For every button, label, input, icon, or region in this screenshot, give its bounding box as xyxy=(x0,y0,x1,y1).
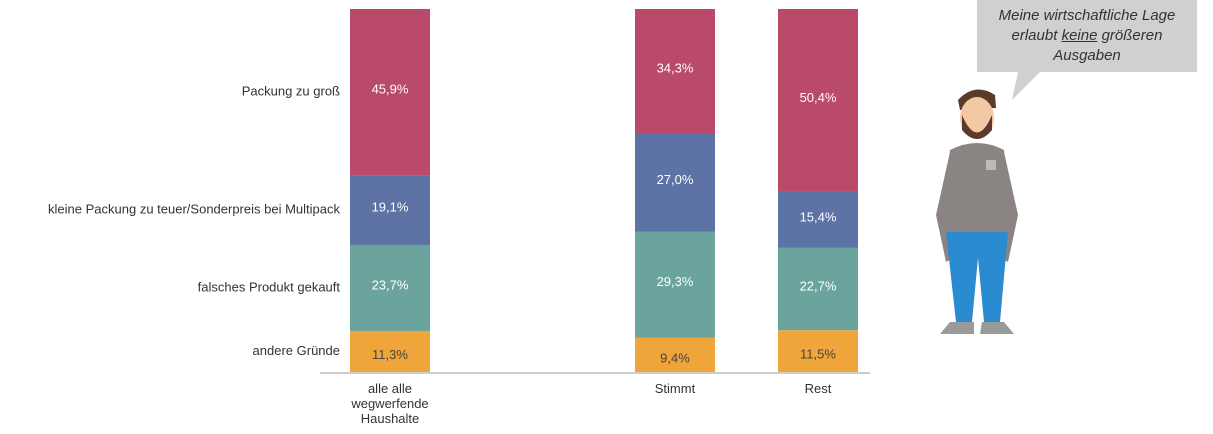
legend-label: falsches Produkt gekauft xyxy=(198,279,341,294)
value-label: 11,3% xyxy=(372,347,408,362)
value-label: 45,9% xyxy=(372,82,409,97)
x-tick-label: Stimmt xyxy=(654,381,696,396)
value-label: 9,4% xyxy=(660,350,690,365)
bar-segment xyxy=(350,9,430,176)
x-tick-label: alle alle wegwerfende Haushalte xyxy=(351,381,429,426)
value-label: 22,7% xyxy=(800,278,837,293)
bar-segment xyxy=(778,9,858,192)
legend-label: kleine Packung zu teuer/Sonderpreis bei … xyxy=(48,202,340,217)
bar-segment xyxy=(350,175,430,245)
value-label: 15,4% xyxy=(800,209,837,224)
value-label: 19,1% xyxy=(372,200,409,215)
value-label: 11,5% xyxy=(800,347,836,362)
speech-bubble xyxy=(977,0,1197,100)
bubble-text-underlined: keine xyxy=(1061,27,1098,44)
bar-segment xyxy=(350,330,430,372)
legend-label: andere Gründe xyxy=(253,343,340,358)
person-illustration xyxy=(936,89,1018,334)
bubble-text-part: Meine wirtschaftliche Lage erlaubt xyxy=(998,7,1176,44)
legend-label: Packung zu groß xyxy=(242,84,340,99)
bar-segment xyxy=(778,247,858,331)
bar-segment xyxy=(350,244,430,331)
x-tick-label: Rest xyxy=(804,381,832,396)
bar-segment xyxy=(778,330,858,372)
value-label: 29,3% xyxy=(657,274,694,289)
value-label: 23,7% xyxy=(372,277,409,292)
speech-bubble-text: Meine wirtschaftliche Lage erlaubt keine… xyxy=(980,6,1194,66)
bar-segment xyxy=(635,337,715,372)
bar-segment xyxy=(635,133,715,232)
bar-segment xyxy=(778,191,858,248)
bar-segment xyxy=(635,9,715,134)
value-label: 50,4% xyxy=(800,90,837,105)
bar-segment xyxy=(635,231,715,338)
value-label: 34,3% xyxy=(657,61,694,76)
bubble-text-part: größeren Ausgaben xyxy=(1053,27,1163,64)
value-label: 27,0% xyxy=(657,172,694,187)
